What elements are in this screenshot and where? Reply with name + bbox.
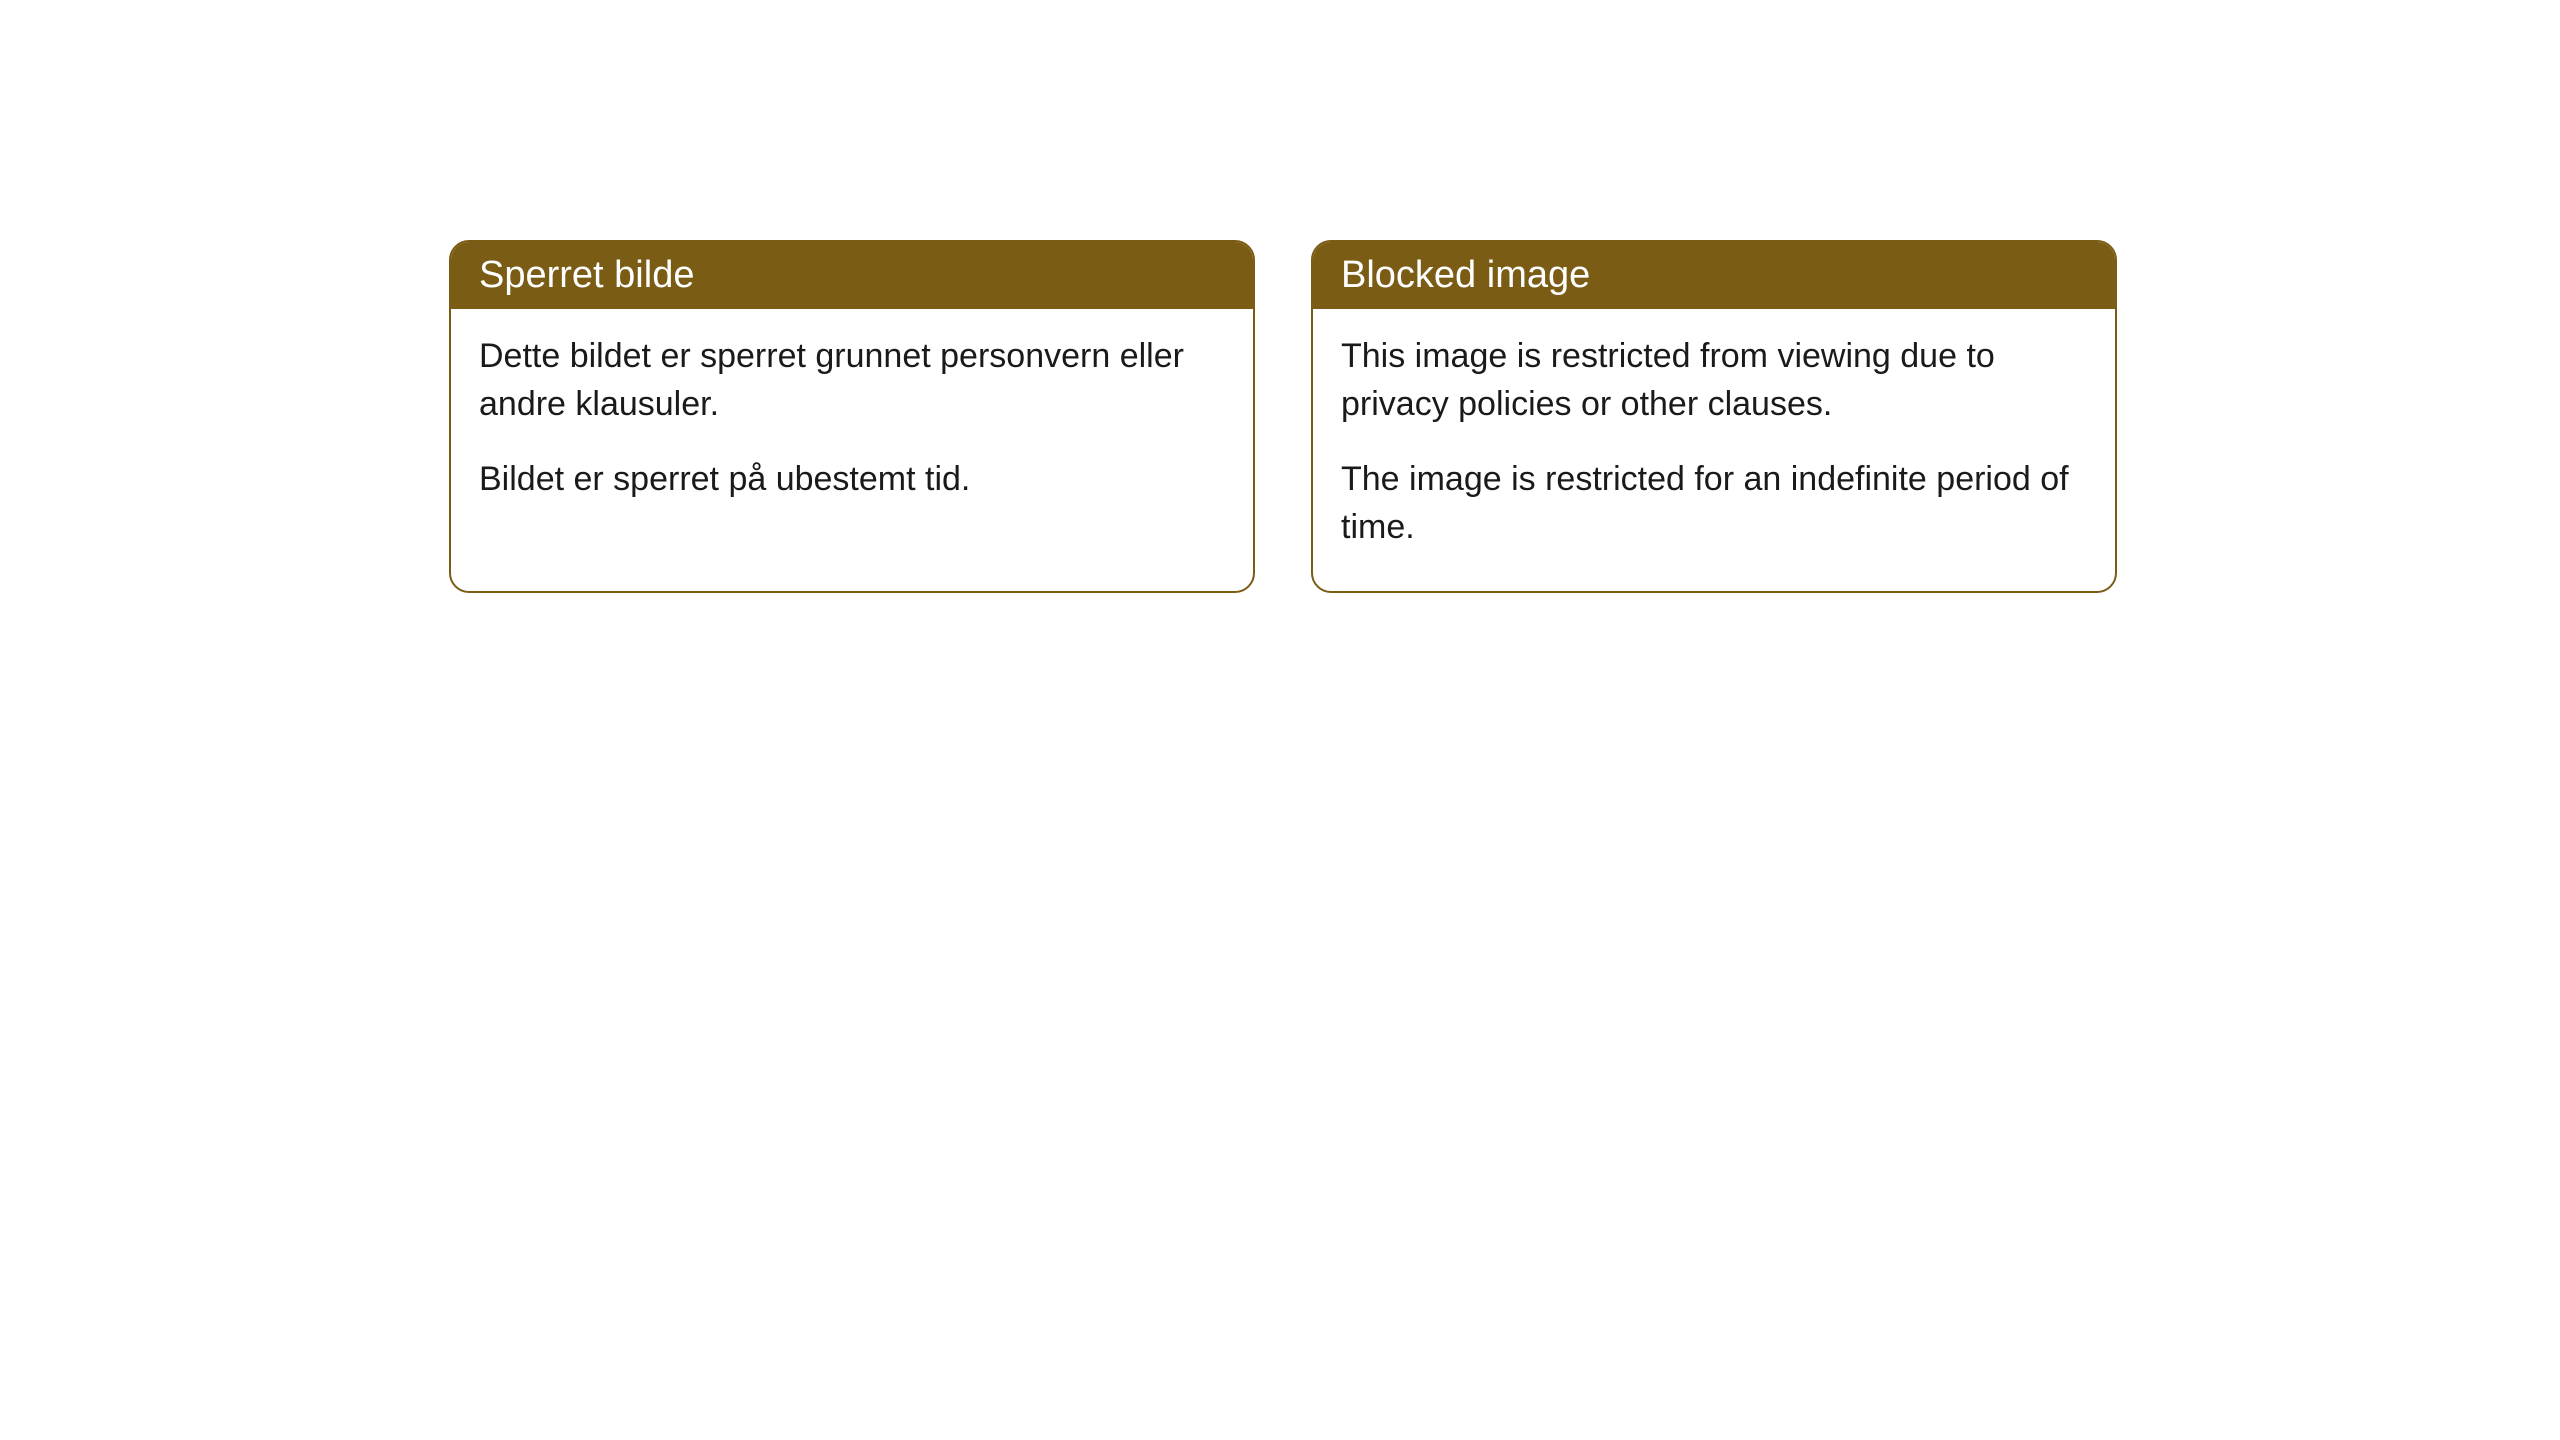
card-english: Blocked image This image is restricted f… (1311, 240, 2117, 593)
card-body: Dette bildet er sperret grunnet personve… (451, 309, 1253, 544)
card-paragraph: This image is restricted from viewing du… (1341, 333, 2087, 428)
card-header: Sperret bilde (451, 242, 1253, 309)
card-norwegian: Sperret bilde Dette bildet er sperret gr… (449, 240, 1255, 593)
card-title: Blocked image (1341, 254, 1590, 296)
card-paragraph: Bildet er sperret på ubestemt tid. (479, 456, 1225, 504)
card-body: This image is restricted from viewing du… (1313, 309, 2115, 591)
card-paragraph: The image is restricted for an indefinit… (1341, 456, 2087, 551)
card-title: Sperret bilde (479, 254, 694, 296)
cards-container: Sperret bilde Dette bildet er sperret gr… (449, 240, 2560, 593)
card-header: Blocked image (1313, 242, 2115, 309)
card-paragraph: Dette bildet er sperret grunnet personve… (479, 333, 1225, 428)
